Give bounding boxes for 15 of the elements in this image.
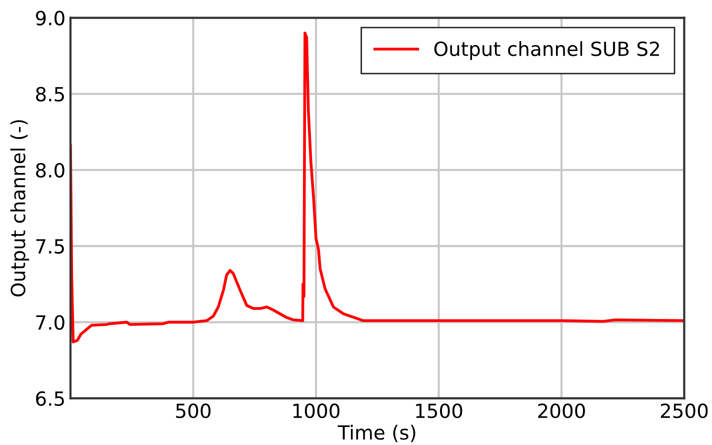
y-tick-label: 8.0 bbox=[36, 162, 64, 178]
y-tick-label: 7.0 bbox=[36, 315, 64, 330]
legend-label: Output channel SUB S2 bbox=[434, 41, 659, 60]
x-tick-label: 500 bbox=[176, 403, 210, 418]
x-tick-label: 2500 bbox=[660, 403, 708, 418]
x-tick-label: 2000 bbox=[538, 403, 585, 418]
line-series bbox=[70, 32, 684, 344]
x-tick-label: 1500 bbox=[416, 403, 462, 418]
x-axis-title: Time (s) bbox=[338, 424, 416, 442]
x-tick-label: 1000 bbox=[293, 403, 340, 418]
y-tick-label: 8.5 bbox=[36, 86, 64, 102]
y-axis-title: Output channel (-) bbox=[10, 120, 30, 296]
y-tick-label: 9.0 bbox=[36, 10, 64, 26]
y-tick-label: 6.5 bbox=[36, 391, 64, 406]
y-tick-label: 7.5 bbox=[36, 239, 64, 254]
